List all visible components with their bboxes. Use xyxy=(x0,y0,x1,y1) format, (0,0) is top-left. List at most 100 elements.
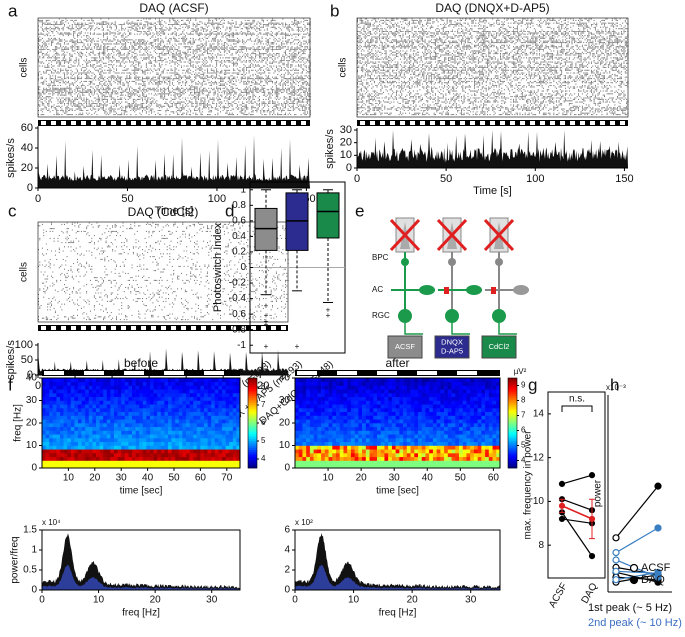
spectrogram-cell xyxy=(332,423,337,428)
spectrogram-cell xyxy=(96,453,100,458)
spectrogram-cell xyxy=(295,438,300,443)
spectrogram-cell xyxy=(132,464,136,469)
spectrogram-cell xyxy=(455,430,460,435)
spectrogram-cell xyxy=(229,381,234,386)
raster-frame xyxy=(37,221,289,323)
spectrogram-cell xyxy=(391,464,396,469)
spectrogram-cell xyxy=(384,389,389,394)
spectrogram-cell xyxy=(362,415,367,420)
y-tick-label: 100 xyxy=(15,339,33,351)
spectrogram-cell xyxy=(459,445,464,450)
spectrogram-cell xyxy=(142,441,147,446)
spectrogram-cell xyxy=(189,385,194,390)
spectrogram-cell xyxy=(373,441,378,446)
spectrogram-cell xyxy=(196,438,201,443)
bracket xyxy=(561,405,593,412)
stimulus-off xyxy=(337,371,357,375)
spectrogram-cell xyxy=(236,378,241,383)
spectrogram-cell xyxy=(429,464,434,469)
spectrogram-cell xyxy=(362,385,367,390)
colorbar-cell xyxy=(508,378,517,381)
spectrogram-cell xyxy=(373,396,378,401)
synapse-block xyxy=(491,287,496,294)
spectrogram-cell xyxy=(377,385,382,390)
ac-soma xyxy=(513,285,529,295)
spectrogram-cell xyxy=(410,419,415,424)
spectrogram-cell xyxy=(377,393,382,398)
spectrogram-cell xyxy=(157,426,162,431)
spectrogram-cell xyxy=(85,438,90,443)
spectrogram-cell xyxy=(432,419,437,424)
x-tick-label: 30 xyxy=(465,595,477,606)
spectrogram-cell xyxy=(56,438,61,443)
spectrogram-cell xyxy=(85,404,90,409)
spectrogram-cell xyxy=(328,393,333,398)
colorbar-cell xyxy=(248,425,257,428)
spectrogram-cell xyxy=(455,449,460,454)
spectrogram-cell xyxy=(369,385,374,390)
spectrogram-cell xyxy=(211,449,216,454)
spectrogram-cell xyxy=(74,426,79,431)
spectrogram-cell xyxy=(92,389,97,394)
spectrogram-cell xyxy=(369,400,374,405)
y-axis-label: spikes/s xyxy=(5,138,17,178)
spectrogram-cell xyxy=(88,434,93,439)
spectrogram-cell xyxy=(124,400,129,405)
spectrogram-cell xyxy=(128,400,133,405)
spectrogram-cell xyxy=(103,423,108,428)
spectrogram-cell xyxy=(85,400,90,405)
spectrogram-cell xyxy=(81,411,86,416)
spectrogram-cell xyxy=(135,438,140,443)
spectrogram-cell xyxy=(324,396,329,401)
spectrogram-cell xyxy=(182,460,187,465)
spectrogram-cell xyxy=(124,434,129,439)
spectrogram-cell xyxy=(164,381,169,386)
stimulus-off xyxy=(61,121,66,125)
ac-soma xyxy=(419,285,435,295)
spectrogram-cell xyxy=(403,456,408,461)
spectrogram-cell xyxy=(178,453,183,458)
spectrogram-cell xyxy=(81,419,86,424)
spectrogram-cell xyxy=(377,456,382,461)
stimulus-off xyxy=(51,326,56,330)
spectrogram-cell xyxy=(150,426,154,431)
spectrogram-cell xyxy=(317,430,322,435)
spectrogram-cell xyxy=(178,378,183,383)
spectrogram-cell xyxy=(429,434,434,439)
spectrogram-cell xyxy=(63,449,68,454)
spectrogram-cell xyxy=(92,419,97,424)
spectrogram-cell xyxy=(455,445,460,450)
spectrogram-cell xyxy=(42,415,46,420)
spectrogram-cell xyxy=(403,393,408,398)
spectrogram-cell xyxy=(451,438,456,443)
spectrogram-cell xyxy=(395,378,400,383)
x-tick-label: 10 xyxy=(63,473,75,484)
spectrogram-cell xyxy=(436,415,441,420)
spectrogram-cell xyxy=(380,441,385,446)
spectrogram-cell xyxy=(139,456,144,461)
spectrogram-cell xyxy=(42,460,46,465)
spectrogram-cell xyxy=(157,404,162,409)
spectrogram-cell xyxy=(324,464,329,469)
stimulus-off xyxy=(124,371,144,375)
spectrogram-cell xyxy=(343,430,348,435)
y-axis-label: spikes/s xyxy=(324,129,336,169)
spectrogram-cell xyxy=(164,393,169,398)
spectrogram-cell xyxy=(229,445,234,450)
spectrogram-cell xyxy=(121,419,126,424)
colorbar-tick-label: 8 xyxy=(521,396,526,405)
spectrogram-cell xyxy=(406,430,411,435)
spectrogram-cell xyxy=(313,415,318,420)
synapse-block xyxy=(444,287,449,294)
spectrogram-cell xyxy=(496,408,501,413)
spectrogram-cell xyxy=(196,423,201,428)
spectrogram-cell xyxy=(365,438,370,443)
stimulus-off xyxy=(500,121,505,125)
spectrogram-cell xyxy=(365,396,370,401)
spectrogram-cell xyxy=(63,460,68,465)
x-tick-label: 0 xyxy=(292,595,298,606)
spectrogram-cell xyxy=(295,426,300,431)
spectrogram-cell xyxy=(132,411,136,416)
spectrogram-cell xyxy=(436,464,441,469)
stimulus-off xyxy=(101,121,106,125)
